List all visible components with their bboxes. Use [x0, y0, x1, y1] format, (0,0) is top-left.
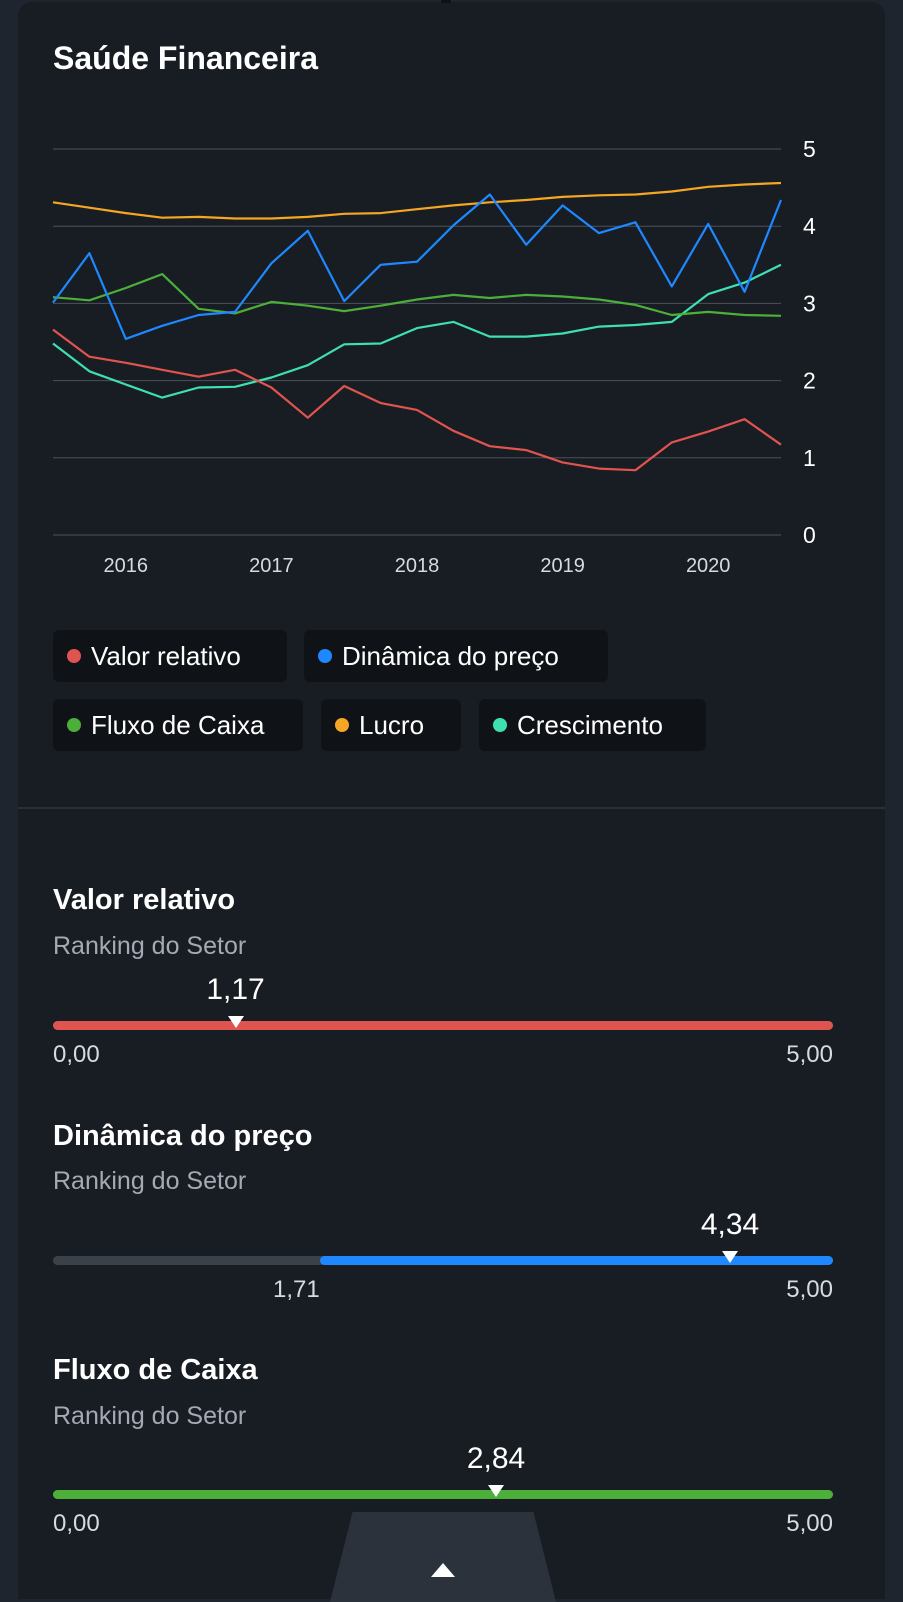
legend-item-crescimento[interactable]: Crescimento — [479, 699, 706, 751]
range-fill — [53, 1490, 833, 1499]
legend-dot — [67, 718, 81, 732]
range-track-dinamica-do-preco: 4,34 1,71 5,00 — [53, 1208, 833, 1303]
series-line — [52, 273, 782, 317]
range-max-label: 5,00 — [786, 1510, 833, 1537]
y-tick-label: 4 — [803, 213, 816, 239]
card-title: Saúde Financeira — [53, 40, 318, 76]
x-tick-label: 2019 — [540, 555, 585, 577]
metric-title-valor-relativo: Valor relativo — [53, 884, 236, 916]
legend-label: Crescimento — [517, 709, 663, 740]
section-divider — [18, 807, 885, 809]
metric-subtitle: Ranking do Setor — [53, 1402, 247, 1430]
range-min-label: 1,71 — [273, 1276, 320, 1303]
value-marker — [488, 1485, 505, 1497]
y-tick-label: 2 — [803, 368, 816, 394]
range-fill — [319, 1256, 833, 1265]
legend-item-fluxo-de-caixa[interactable]: Fluxo de Caixa — [53, 699, 303, 751]
line-chart: 0 1 2 3 4 5 2016 2017 2018 2019 2020 — [52, 136, 816, 577]
collapse-button[interactable] — [330, 1512, 556, 1602]
value-label: 4,34 — [700, 1208, 760, 1241]
chevron-up-icon — [431, 1563, 455, 1577]
top-notch — [441, 0, 451, 3]
y-tick-label: 3 — [803, 290, 816, 316]
legend-dot — [67, 649, 81, 663]
value-marker — [722, 1251, 739, 1263]
metric-title-dinamica-do-preco: Dinâmica do preço — [53, 1120, 313, 1152]
value-label: 2,84 — [466, 1442, 526, 1475]
range-min-label: 0,00 — [53, 1041, 100, 1068]
series-line — [52, 263, 782, 399]
series-line — [52, 193, 783, 340]
range-max-label: 5,00 — [786, 1041, 833, 1068]
x-tick-label: 2017 — [249, 555, 294, 577]
legend-dot — [493, 718, 507, 732]
legend-label: Valor relativo — [91, 640, 241, 671]
legend-label: Dinâmica do preço — [342, 640, 559, 671]
x-tick-label: 2016 — [104, 555, 149, 577]
legend-label: Fluxo de Caixa — [91, 709, 265, 740]
legend-dot — [318, 649, 332, 663]
value-label: 1,17 — [206, 973, 265, 1006]
range-track-valor-relativo: 1,17 0,00 5,00 — [53, 973, 833, 1068]
value-marker — [227, 1016, 244, 1028]
metric-subtitle: Ranking do Setor — [53, 932, 247, 960]
financial-health-card: Saúde Financeira 0 1 2 3 4 5 2016 2017 2018 2019 2… — [18, 2, 885, 1599]
range-max-label: 5,00 — [786, 1276, 833, 1303]
legend-dot — [335, 718, 349, 732]
range-min-label: 0,00 — [53, 1510, 100, 1537]
x-tick-label: 2018 — [395, 555, 440, 577]
y-tick-label: 0 — [803, 522, 816, 548]
legend-item-lucro[interactable]: Lucro — [321, 699, 461, 751]
range-track-fluxo-de-caixa: 2,84 0,00 5,00 — [53, 1442, 833, 1537]
series-line — [52, 181, 782, 220]
y-tick-label: 5 — [803, 136, 816, 162]
legend-label: Lucro — [359, 709, 425, 740]
x-tick-label: 2020 — [686, 555, 731, 577]
y-tick-label: 1 — [803, 445, 816, 471]
legend-item-valor-relativo[interactable]: Valor relativo — [53, 630, 287, 682]
series-line — [52, 328, 782, 472]
legend-item-dinamica-do-preco[interactable]: Dinâmica do preço — [304, 630, 608, 682]
range-fill — [53, 1021, 833, 1030]
metric-title-fluxo-de-caixa: Fluxo de Caixa — [53, 1354, 258, 1386]
metric-subtitle: Ranking do Setor — [53, 1167, 247, 1195]
